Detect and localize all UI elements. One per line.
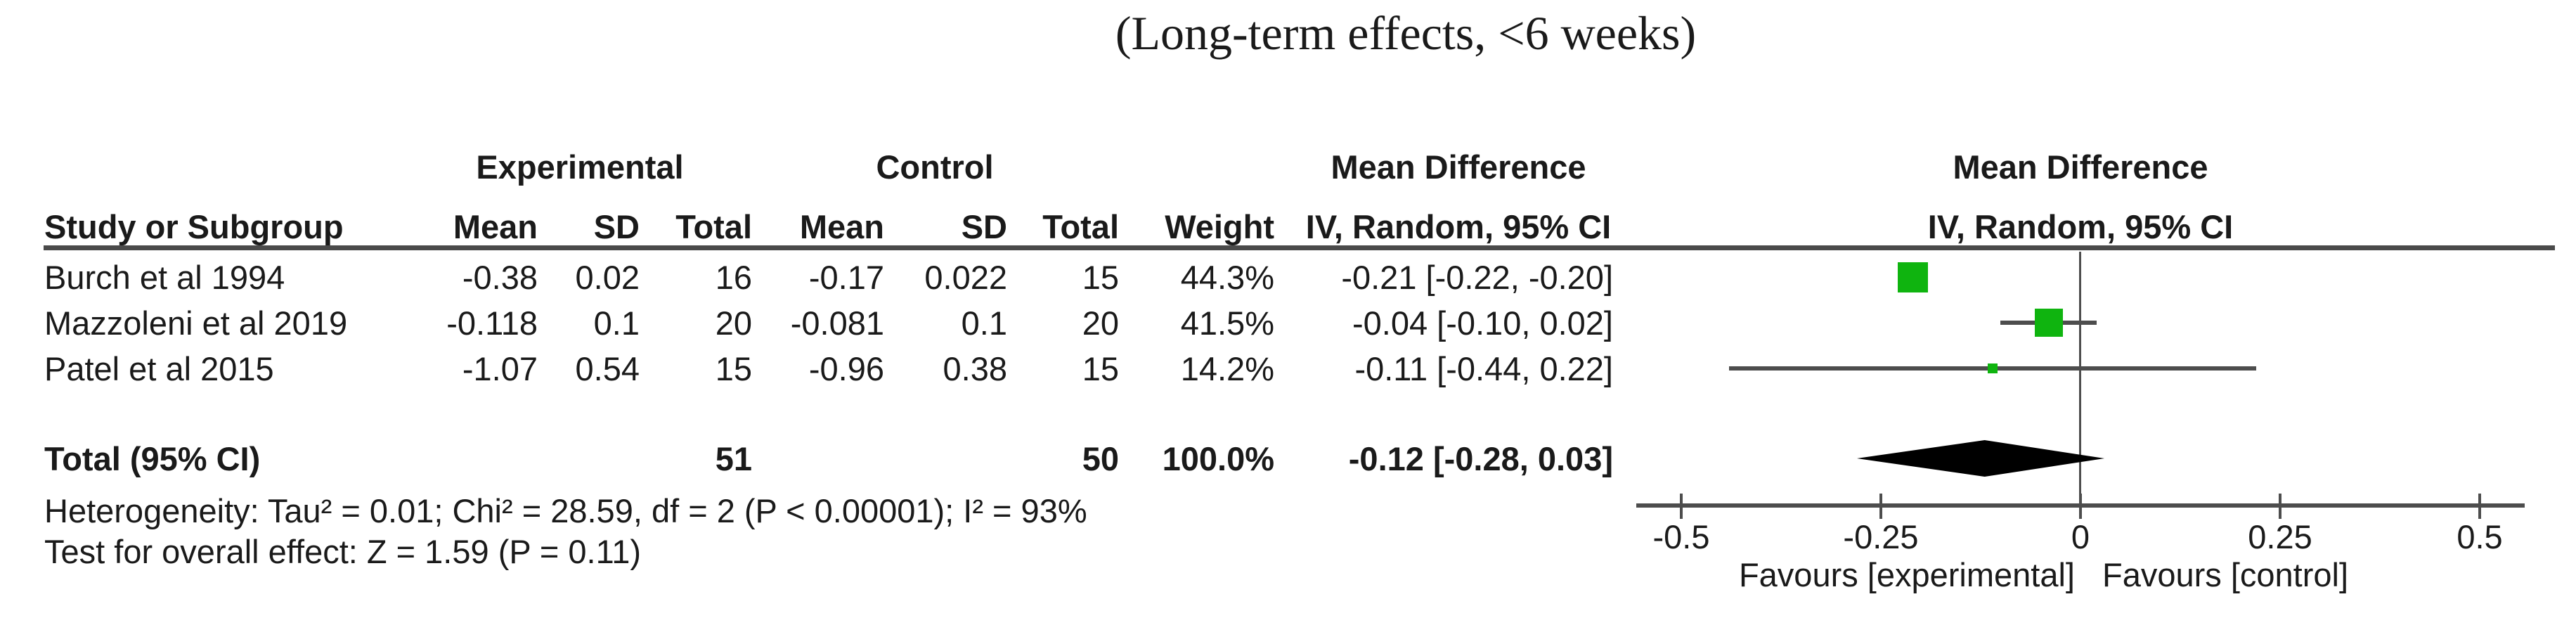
mean-difference-ci-value: -0.11 [-0.44, 0.22] xyxy=(1354,350,1613,387)
weight-value: 44.3% xyxy=(1180,259,1274,296)
mean-control: -0.17 xyxy=(808,259,884,296)
col-header-mean-control: Mean xyxy=(799,208,884,245)
study-point-estimate-square xyxy=(1897,262,1928,292)
mean-experimental: -0.38 xyxy=(462,259,538,296)
study-name: Mazzoleni et al 2019 xyxy=(44,304,348,342)
diamond-shape xyxy=(1856,440,2105,477)
x-axis-tick xyxy=(1680,494,1683,519)
x-axis-tick xyxy=(2279,494,2281,519)
heterogeneity-stats: Heterogeneity: Tau² = 0.01; Chi² = 28.59… xyxy=(44,492,1087,529)
total-control: 15 xyxy=(1082,259,1119,296)
x-axis-tick xyxy=(2478,494,2481,519)
col-header-sd-experimental: SD xyxy=(593,208,640,245)
col-header-iv-random-text: IV, Random, 95% CI xyxy=(1305,208,1612,245)
group-header-control: Control xyxy=(876,148,994,186)
favours-control-label: Favours [control] xyxy=(2102,556,2349,593)
weight-value: 41.5% xyxy=(1180,304,1274,342)
sd-experimental: 0.02 xyxy=(575,259,640,296)
total-experimental: 16 xyxy=(715,259,752,296)
overall-effect-test: Test for overall effect: Z = 1.59 (P = 0… xyxy=(44,533,642,570)
col-header-sd-control: SD xyxy=(961,208,1007,245)
total-control: 20 xyxy=(1082,304,1119,342)
weight-value: 14.2% xyxy=(1180,350,1274,387)
favours-experimental-label: Favours [experimental] xyxy=(1738,556,2075,593)
x-axis-tick-label: 0 xyxy=(2071,518,2090,555)
study-point-estimate-square xyxy=(2034,309,2063,337)
x-axis-tick-label: -0.5 xyxy=(1652,518,1710,555)
sd-control: 0.022 xyxy=(924,259,1007,296)
total-control: 15 xyxy=(1082,350,1119,387)
mean-control: -0.96 xyxy=(808,350,884,387)
group-header-experimental: Experimental xyxy=(476,148,684,186)
sd-experimental: 0.1 xyxy=(593,304,640,342)
total-weight: 100.0% xyxy=(1162,440,1274,477)
sd-experimental: 0.54 xyxy=(575,350,640,387)
study-point-estimate-square xyxy=(1988,363,1998,373)
sd-control: 0.1 xyxy=(961,304,1007,342)
zero-effect-line xyxy=(2079,252,2081,508)
header-divider-rule xyxy=(44,245,2555,250)
study-name: Burch et al 1994 xyxy=(44,259,285,296)
col-header-total-experimental: Total xyxy=(675,208,752,245)
x-axis-tick-label: -0.25 xyxy=(1843,518,1919,555)
col-header-iv-random-plot: IV, Random, 95% CI xyxy=(1927,208,2234,245)
mean-difference-ci-value: -0.04 [-0.10, 0.02] xyxy=(1352,304,1613,342)
total-experimental-sum: 51 xyxy=(715,440,752,477)
figure-title: (Long-term effects, <6 weeks) xyxy=(1115,6,1697,60)
group-header-mean-difference-plot: Mean Difference xyxy=(1953,148,2208,186)
col-header-mean-experimental: Mean xyxy=(453,208,538,245)
total-experimental: 20 xyxy=(715,304,752,342)
total-experimental: 15 xyxy=(715,350,752,387)
group-header-mean-difference-text: Mean Difference xyxy=(1331,148,1586,186)
total-row-label: Total (95% CI) xyxy=(44,440,261,477)
col-header-study: Study or Subgroup xyxy=(44,208,344,245)
x-axis-tick-label: 0.25 xyxy=(2248,518,2312,555)
mean-experimental: -0.118 xyxy=(446,304,538,342)
col-header-weight: Weight xyxy=(1165,208,1274,245)
mean-difference-ci-value: -0.21 [-0.22, -0.20] xyxy=(1341,259,1613,296)
study-name: Patel et al 2015 xyxy=(44,350,274,387)
total-mean-difference-ci: -0.12 [-0.28, 0.03] xyxy=(1348,440,1613,477)
x-axis-tick xyxy=(1879,494,1882,519)
sd-control: 0.38 xyxy=(943,350,1007,387)
x-axis-tick xyxy=(2079,494,2082,519)
mean-experimental: -1.07 xyxy=(462,350,538,387)
col-header-total-control: Total xyxy=(1042,208,1119,245)
mean-control: -0.081 xyxy=(790,304,884,342)
x-axis-tick-label: 0.5 xyxy=(2457,518,2503,555)
total-control-sum: 50 xyxy=(1082,440,1119,477)
